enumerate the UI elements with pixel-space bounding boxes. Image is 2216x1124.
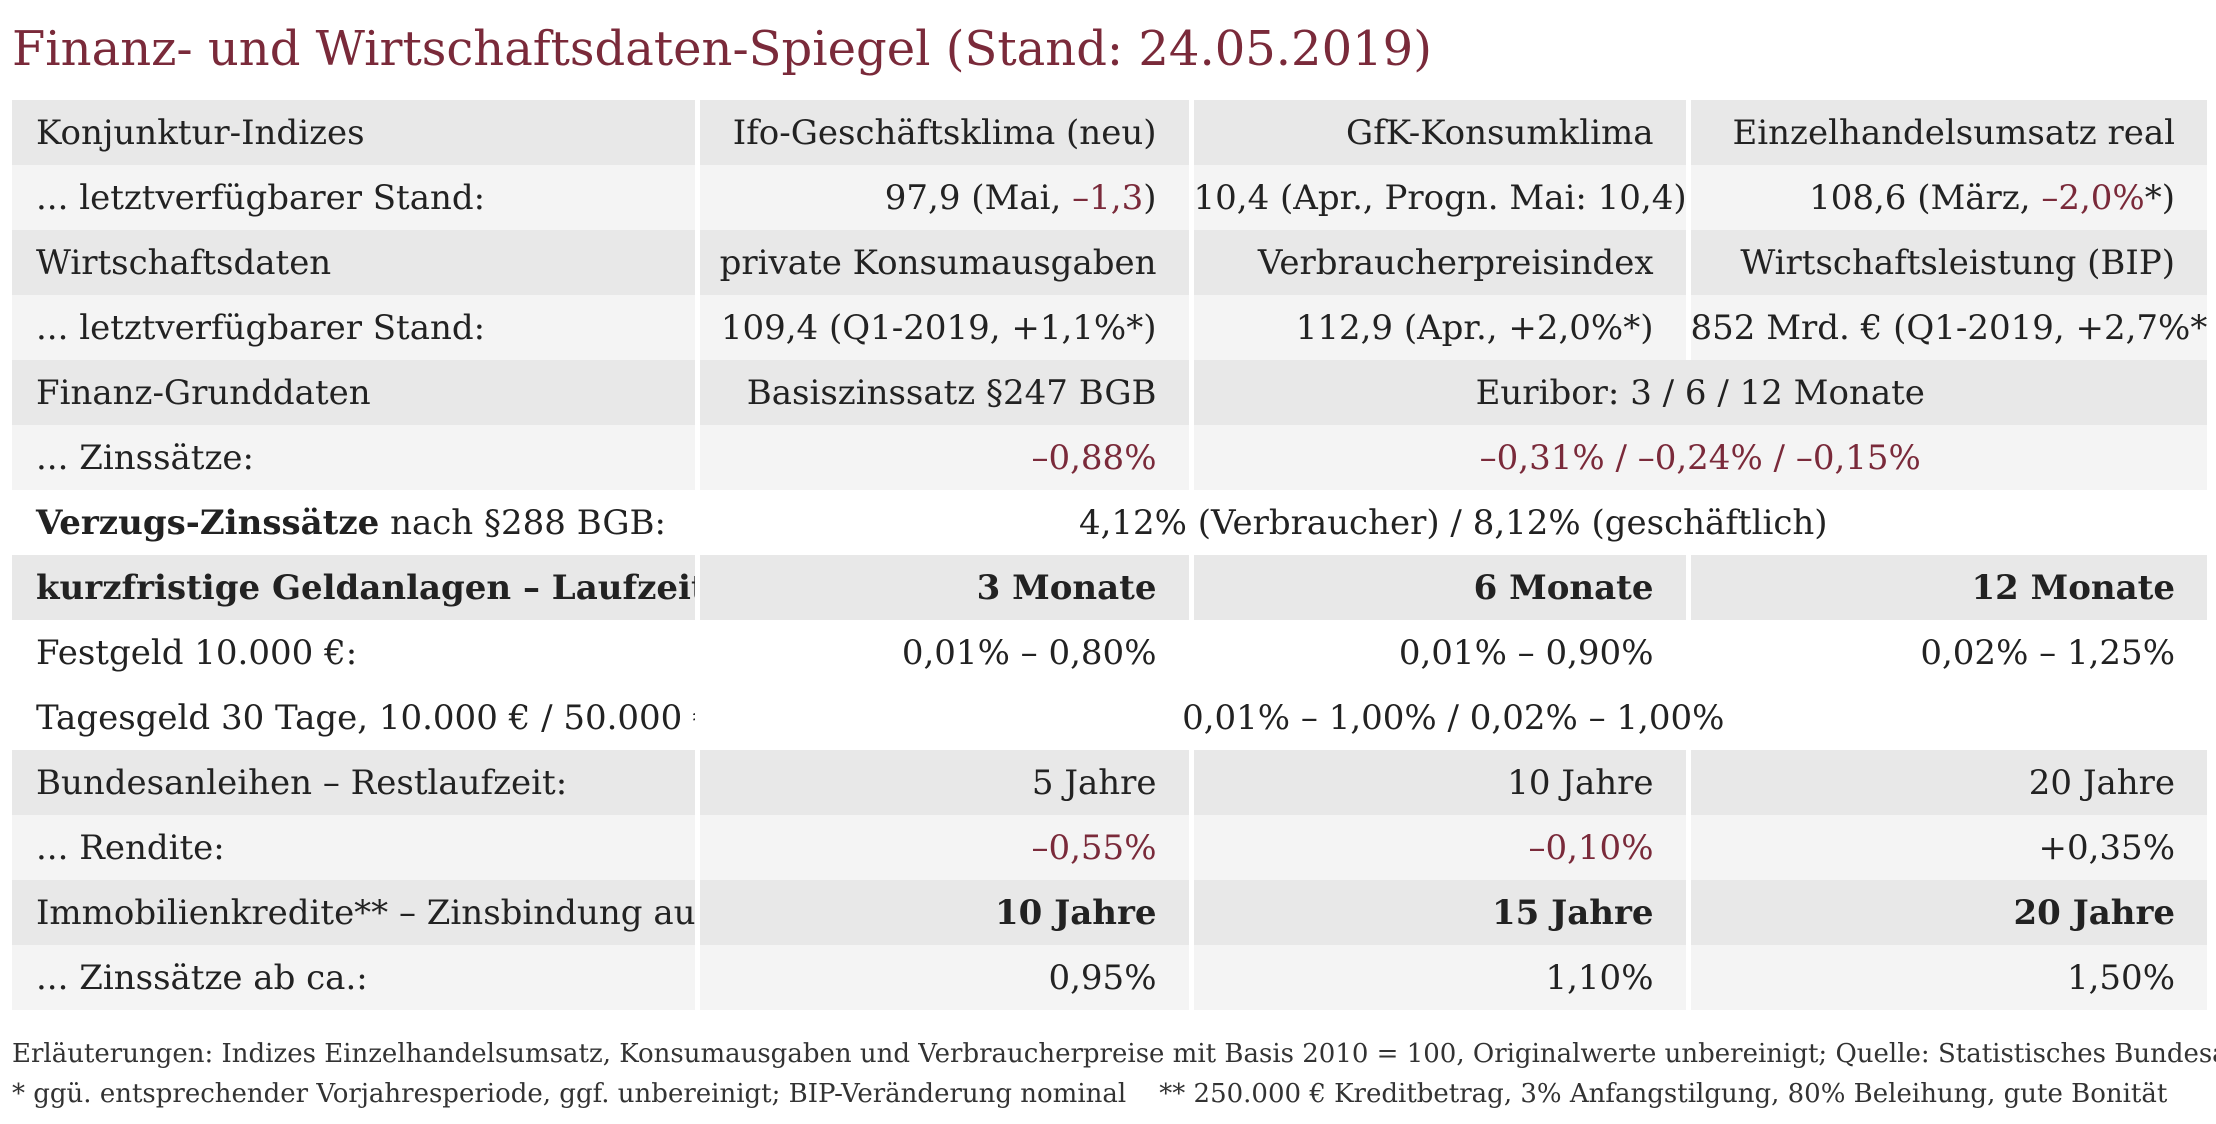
wirtschaft-header-row: Wirtschaftsdaten private Konsumausgaben …	[12, 230, 2207, 295]
row-label: ... letztverfügbarer Stand:	[12, 295, 697, 360]
rendite-5y: –0,55%	[694, 815, 1191, 880]
festgeld-6m: 0,01% – 0,90%	[1188, 620, 1688, 685]
column-heading: 15 Jahre	[1188, 880, 1688, 945]
finanz-header-row: Finanz-Grunddaten Basiszinssatz §247 BGB…	[12, 360, 2207, 425]
verzug-row: Verzugs-Zinssätze nach §288 BGB: 4,12% (…	[12, 490, 2207, 555]
vpi-value: 112,9 (Apr., +2,0%*)	[1188, 295, 1688, 360]
footnotes: Erläuterungen: Indizes Einzelhandelsumsa…	[12, 1034, 2216, 1114]
footnote-line: * ggü. entsprechender Vorjahresperiode, …	[12, 1079, 2168, 1109]
section-heading: Bundesanleihen – Restlaufzeit:	[12, 750, 697, 815]
row-label: ... letztverfügbarer Stand:	[12, 165, 697, 230]
column-heading: 10 Jahre	[1188, 750, 1688, 815]
konjunktur-value-row: ... letztverfügbarer Stand: 97,9 (Mai, –…	[12, 165, 2207, 230]
immo-header-row: Immobilienkredite** – Zinsbindung auf ..…	[12, 880, 2207, 945]
column-heading: Einzelhandelsumsatz real	[1685, 100, 2207, 165]
rendite-10y: –0,10%	[1188, 815, 1688, 880]
finanz-value-row: ... Zinssätze: –0,88% –0,31% / –0,24% / …	[12, 425, 2207, 490]
section-heading: Konjunktur-Indizes	[12, 100, 697, 165]
immo-15y: 1,10%	[1188, 945, 1688, 1010]
column-heading: Verbraucherpreisindex	[1188, 230, 1688, 295]
column-heading: 12 Monate	[1685, 555, 2207, 620]
section-heading: kurzfristige Geldanlagen – Laufzeit:	[12, 555, 697, 620]
row-label: Festgeld 10.000 €:	[12, 620, 697, 685]
verzug-value: 4,12% (Verbraucher) / 8,12% (geschäftlic…	[694, 490, 2207, 555]
bund-value-row: ... Rendite: –0,55% –0,10% +0,35%	[12, 815, 2207, 880]
bund-header-row: Bundesanleihen – Restlaufzeit: 5 Jahre 1…	[12, 750, 2207, 815]
tagesgeld-value: 0,01% – 1,00% / 0,02% – 1,00%	[694, 685, 2207, 750]
column-heading: 5 Jahre	[694, 750, 1191, 815]
festgeld-row: Festgeld 10.000 €: 0,01% – 0,80% 0,01% –…	[12, 620, 2207, 685]
column-heading: 20 Jahre	[1685, 750, 2207, 815]
gfk-value: 10,4 (Apr., Progn. Mai: 10,4)	[1188, 165, 1688, 230]
wirtschaft-value-row: ... letztverfügbarer Stand: 109,4 (Q1-20…	[12, 295, 2207, 360]
section-heading: Immobilienkredite** – Zinsbindung auf ..…	[12, 880, 697, 945]
bip-value: 852 Mrd. € (Q1-2019, +2,7%*)	[1685, 295, 2207, 360]
ifo-value: 97,9 (Mai, –1,3)	[694, 165, 1191, 230]
rendite-20y: +0,35%	[1685, 815, 2207, 880]
column-heading: Ifo-Geschäftsklima (neu)	[694, 100, 1191, 165]
row-label: ... Zinssätze ab ca.:	[12, 945, 697, 1010]
page-title: Finanz- und Wirtschaftsdaten-Spiegel (St…	[12, 21, 1432, 77]
einzelhandel-value: 108,6 (März, –2,0%*)	[1685, 165, 2207, 230]
basiszins-value: –0,88%	[694, 425, 1191, 490]
column-heading: GfK-Konsumklima	[1188, 100, 1688, 165]
column-heading: 3 Monate	[694, 555, 1191, 620]
column-heading: 20 Jahre	[1685, 880, 2207, 945]
column-heading: private Konsumausgaben	[694, 230, 1191, 295]
column-heading: 10 Jahre	[694, 880, 1191, 945]
euribor-value: –0,31% / –0,24% / –0,15%	[1188, 425, 2207, 490]
geldanlagen-header-row: kurzfristige Geldanlagen – Laufzeit: 3 M…	[12, 555, 2207, 620]
konsum-value: 109,4 (Q1-2019, +1,1%*)	[694, 295, 1191, 360]
festgeld-12m: 0,02% – 1,25%	[1685, 620, 2207, 685]
column-heading: Euribor: 3 / 6 / 12 Monate	[1188, 360, 2207, 425]
immo-20y: 1,50%	[1685, 945, 2207, 1010]
immo-value-row: ... Zinssätze ab ca.: 0,95% 1,10% 1,50%	[12, 945, 2207, 1010]
row-label: ... Zinssätze:	[12, 425, 697, 490]
column-heading: Basiszinssatz §247 BGB	[694, 360, 1191, 425]
einzelhandel-change: –2,0%	[2041, 177, 2145, 218]
tagesgeld-row: Tagesgeld 30 Tage, 10.000 € / 50.000 €: …	[12, 685, 2207, 750]
konjunktur-header-row: Konjunktur-Indizes Ifo-Geschäftsklima (n…	[12, 100, 2207, 165]
festgeld-3m: 0,01% – 0,80%	[694, 620, 1191, 685]
column-heading: Wirtschaftsleistung (BIP)	[1685, 230, 2207, 295]
row-label: ... Rendite:	[12, 815, 697, 880]
column-heading: 6 Monate	[1188, 555, 1688, 620]
section-heading: Wirtschaftsdaten	[12, 230, 697, 295]
section-heading: Finanz-Grunddaten	[12, 360, 697, 425]
ifo-change: –1,3	[1072, 177, 1144, 218]
footnote-line: Erläuterungen: Indizes Einzelhandelsumsa…	[12, 1039, 2216, 1069]
row-label: Verzugs-Zinssätze nach §288 BGB:	[12, 490, 697, 555]
immo-10y: 0,95%	[694, 945, 1191, 1010]
finance-data-table: Konjunktur-Indizes Ifo-Geschäftsklima (n…	[12, 100, 2207, 1010]
row-label: Tagesgeld 30 Tage, 10.000 € / 50.000 €:	[12, 685, 697, 750]
